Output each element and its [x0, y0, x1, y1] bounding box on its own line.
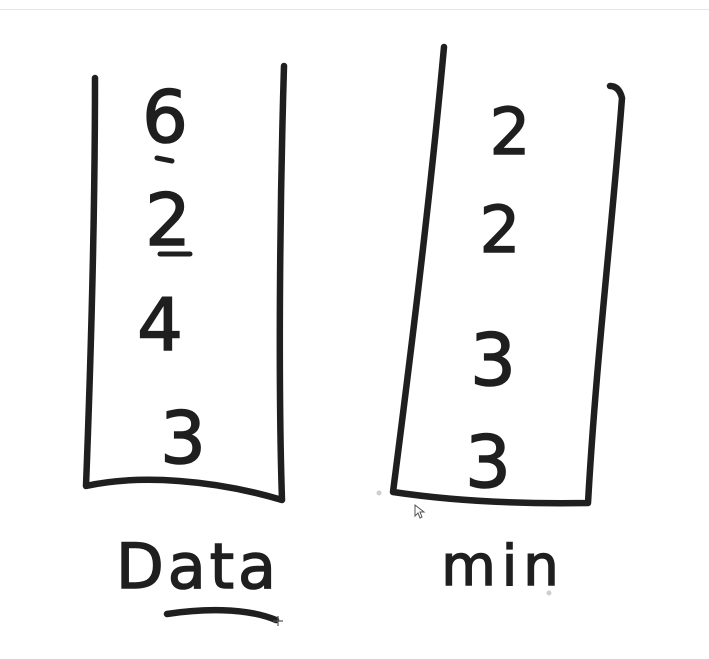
data-stack-item: 4	[137, 283, 183, 367]
data-label-underline	[163, 606, 280, 624]
min-stack: 2 2 3 3	[389, 43, 626, 507]
min-stack-item: 3	[465, 420, 511, 504]
stray-ink-dot	[376, 490, 382, 496]
data-stack-outline	[82, 62, 288, 504]
min-stack-item: 3	[470, 318, 516, 402]
min-stack-item: 2	[480, 194, 521, 268]
min-stack-outline	[389, 43, 626, 507]
min-stack-item: 2	[490, 96, 531, 170]
data-stack-item: 3	[160, 396, 206, 480]
toolbar-divider	[0, 9, 709, 10]
min-stack-label: min	[441, 534, 565, 599]
data-stack-item: 2	[145, 178, 191, 262]
mouse-pointer-icon	[414, 503, 426, 519]
pen-crosshair-icon	[273, 616, 283, 626]
stray-ink-dot	[546, 590, 552, 596]
data-stack-label: Data	[116, 530, 280, 603]
data-stack-item: 6	[142, 75, 188, 159]
data-item-underline	[154, 155, 175, 164]
data-stack: 6 2 4 3	[82, 62, 288, 504]
